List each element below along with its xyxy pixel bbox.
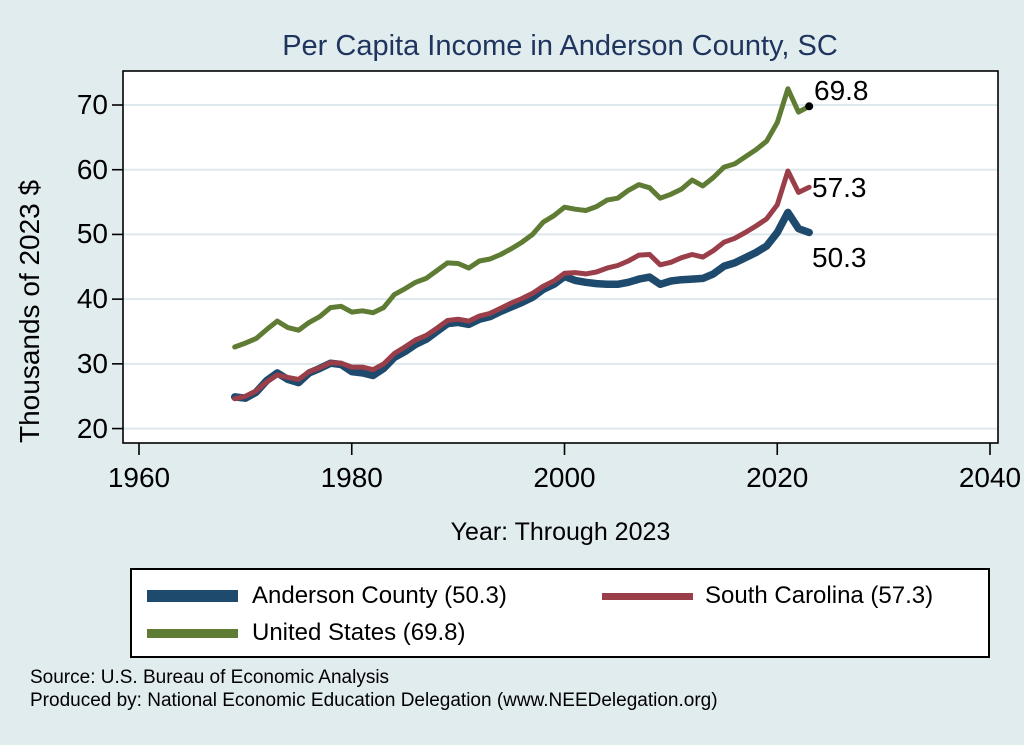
x-tick-label-1960: 1960: [107, 462, 171, 493]
plot-background: [123, 71, 998, 443]
legend-label-united-states: United States (69.8): [252, 619, 466, 646]
end-marker-dot: [805, 102, 814, 111]
y-tick-label-50: 50: [76, 218, 108, 250]
y-tick-label-60: 60: [76, 153, 108, 185]
y-tick-label-40: 40: [76, 283, 108, 315]
produced-by-line: Produced by: National Economic Education…: [30, 690, 718, 711]
y-tick-label-20: 20: [76, 412, 108, 444]
end-label-united-states: 69.8: [814, 75, 869, 106]
legend: Anderson County (50.3) South Carolina (5…: [130, 568, 990, 658]
legend-swatch-united-states: [147, 629, 238, 638]
y-axis-title: Thousands of 2023 $: [14, 179, 45, 443]
legend-label-south-carolina: South Carolina (57.3): [705, 582, 934, 609]
legend-swatch-south-carolina: [602, 593, 693, 600]
end-label-south-carolina: 57.3: [812, 172, 867, 203]
x-tick-label-2000: 2000: [533, 462, 596, 493]
x-axis-title: Year: Through 2023: [450, 518, 671, 546]
legend-label-anderson-county: Anderson County (50.3): [252, 582, 507, 609]
y-tick-label-30: 30: [76, 347, 108, 379]
source-line: Source: U.S. Bureau of Economic Analysis: [30, 667, 390, 688]
footer-source-block: Source: U.S. Bureau of Economic Analysis…: [30, 666, 718, 712]
series-line-1: [232, 168, 812, 402]
y-tick-label-70: 70: [76, 89, 108, 120]
x-tick-label-2020: 2020: [746, 462, 809, 493]
series-line-2: [232, 86, 812, 350]
chart-title: Per Capita Income in Anderson County, SC: [282, 30, 838, 62]
x-tick-label-2040: 2040: [958, 462, 1022, 493]
x-tick-label-1980: 1980: [320, 462, 383, 493]
end-label-anderson-county: 50.3: [812, 242, 867, 273]
legend-swatch-anderson-county: [147, 590, 238, 602]
plot-frame: [122, 70, 999, 444]
